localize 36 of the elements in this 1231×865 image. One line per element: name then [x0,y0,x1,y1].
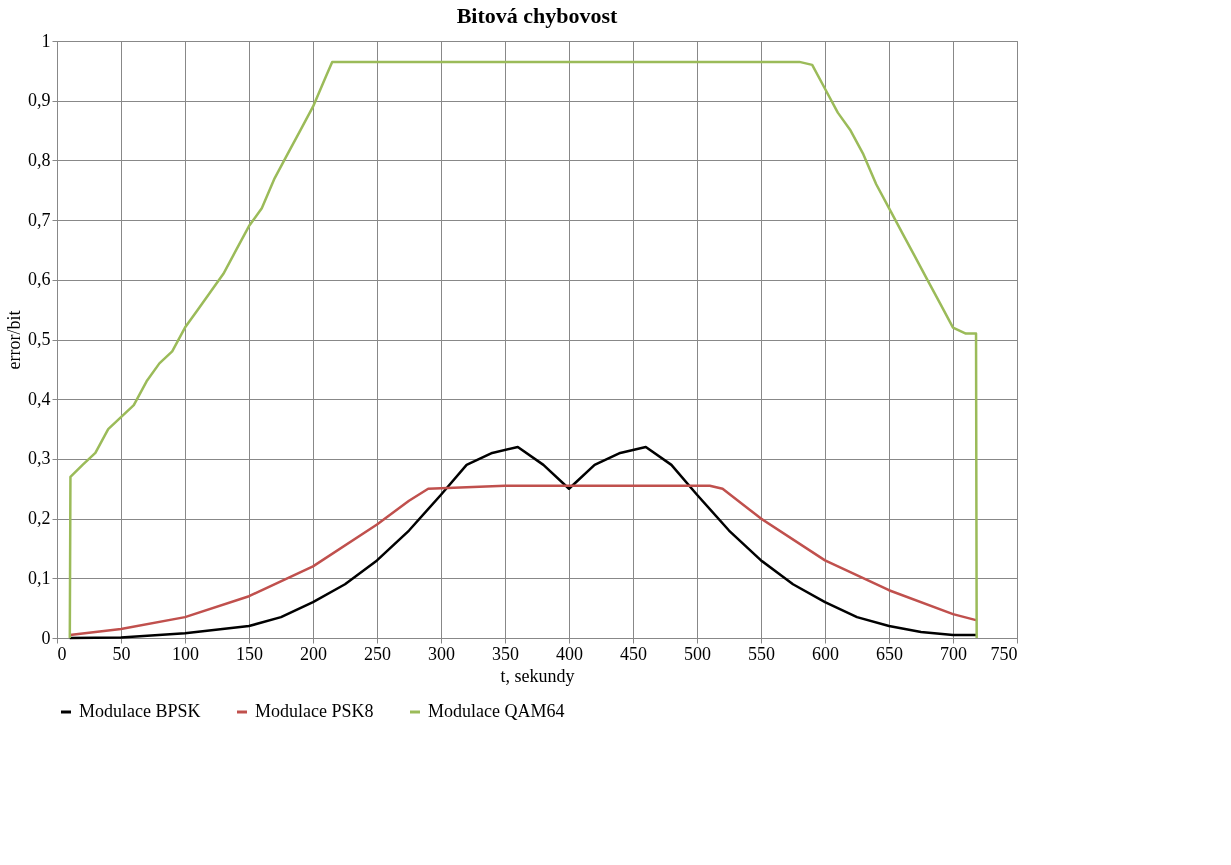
line-series [68,484,978,637]
x-tick-label: 750 [990,643,1018,664]
x-tick-label: 650 [876,643,903,664]
x-tick-label: 100 [172,643,199,664]
x-tick-label: 400 [556,643,583,664]
y-tick-label: 0,8 [28,149,51,170]
y-tick-label: 1 [41,30,51,51]
legend-label: Modulace PSK8 [255,701,374,721]
line-series [68,60,978,640]
x-tick-label: 350 [492,643,519,664]
line-series [68,445,978,640]
x-tick-label: 250 [364,643,391,664]
x-tick-label: 300 [428,643,455,664]
y-tick-label: 0,3 [28,448,51,469]
y-tick-label: 0,1 [28,567,51,588]
x-tick-label: 450 [620,643,647,664]
x-tick-label: 550 [748,643,775,664]
y-tick-label: 0,2 [28,508,51,529]
x-tick-label: 150 [236,643,263,664]
y-axis-title: error/bit [4,310,24,370]
y-tick-label: 0,6 [28,269,51,290]
chart-title: Bitová chybovost [456,3,619,28]
x-tick-label: 700 [940,643,967,664]
x-axis-title: t, sekundy [500,665,575,686]
x-tick-label: 600 [812,643,839,664]
y-tick-label: 0,5 [28,329,51,349]
x-tick-label: 0 [57,643,67,664]
x-tick-label: 200 [300,643,327,664]
y-tick-label: 0,4 [28,388,51,409]
y-tick-label: 0,9 [28,90,51,111]
y-tick-label: 0,7 [28,209,51,230]
legend-label: Modulace BPSK [79,701,201,721]
x-tick-label: 500 [684,643,711,664]
legend-label: Modulace QAM64 [428,701,565,721]
y-tick-label: 0 [41,627,51,648]
x-tick-label: 50 [112,643,131,664]
